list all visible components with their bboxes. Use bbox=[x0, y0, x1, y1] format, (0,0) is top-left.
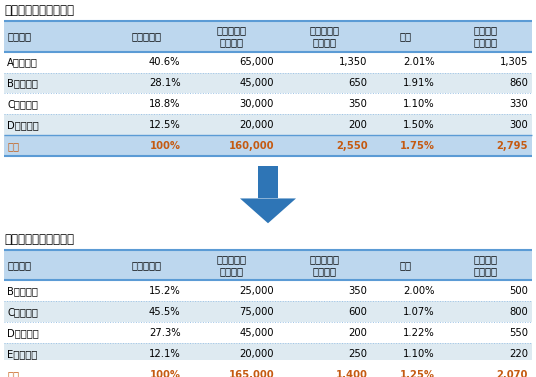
Text: 1.07%: 1.07% bbox=[403, 307, 435, 317]
Text: 金利: 金利 bbox=[399, 31, 411, 41]
Text: B金融機関: B金融機関 bbox=[7, 78, 38, 88]
Bar bbox=[4, 322, 532, 343]
Text: 1,350: 1,350 bbox=[339, 57, 368, 67]
Text: 45,000: 45,000 bbox=[240, 328, 274, 338]
Text: A金融機関: A金融機関 bbox=[7, 57, 38, 67]
Text: 28.1%: 28.1% bbox=[149, 78, 181, 88]
Text: 金融機関: 金融機関 bbox=[7, 260, 31, 270]
Text: 2,550: 2,550 bbox=[336, 141, 368, 151]
Text: B金融機関: B金融機関 bbox=[7, 286, 38, 296]
Bar bbox=[4, 280, 532, 302]
Text: 1,305: 1,305 bbox=[500, 57, 528, 67]
Text: 実行前（金融機関別）: 実行前（金融機関別） bbox=[4, 4, 74, 17]
Text: 550: 550 bbox=[509, 328, 528, 338]
Text: 12.1%: 12.1% bbox=[148, 349, 181, 359]
Text: 30,000: 30,000 bbox=[240, 99, 274, 109]
Bar bbox=[4, 21, 532, 52]
Bar bbox=[4, 250, 532, 280]
Bar bbox=[4, 93, 532, 115]
Polygon shape bbox=[240, 198, 296, 223]
Text: 2,070: 2,070 bbox=[497, 370, 528, 377]
Text: 300: 300 bbox=[509, 120, 528, 130]
Bar bbox=[4, 115, 532, 135]
Text: 2.00%: 2.00% bbox=[403, 286, 435, 296]
Text: 1.75%: 1.75% bbox=[399, 141, 435, 151]
Bar bbox=[4, 72, 532, 93]
Text: 65,000: 65,000 bbox=[240, 57, 274, 67]
Text: 1.91%: 1.91% bbox=[403, 78, 435, 88]
Bar bbox=[4, 343, 532, 365]
Text: 25,000: 25,000 bbox=[240, 286, 274, 296]
Text: 220: 220 bbox=[509, 349, 528, 359]
Text: 165,000: 165,000 bbox=[228, 370, 274, 377]
Text: 100%: 100% bbox=[150, 141, 181, 151]
Text: 元金返済額
（千円）: 元金返済額 （千円） bbox=[310, 26, 340, 47]
Text: 2,795: 2,795 bbox=[496, 141, 528, 151]
Text: 金利: 金利 bbox=[399, 260, 411, 270]
Text: 330: 330 bbox=[509, 99, 528, 109]
Text: 45,000: 45,000 bbox=[240, 78, 274, 88]
Text: 40.6%: 40.6% bbox=[149, 57, 181, 67]
Text: 1,400: 1,400 bbox=[336, 370, 368, 377]
Text: 残高シェア: 残高シェア bbox=[131, 31, 161, 41]
Text: 合計: 合計 bbox=[7, 370, 19, 377]
Text: 20,000: 20,000 bbox=[240, 120, 274, 130]
Bar bbox=[4, 52, 532, 72]
Text: 1.50%: 1.50% bbox=[403, 120, 435, 130]
Text: 1.10%: 1.10% bbox=[403, 99, 435, 109]
Text: C金融機関: C金融機関 bbox=[7, 99, 38, 109]
Text: E金融機関: E金融機関 bbox=[7, 349, 37, 359]
Bar bbox=[4, 365, 532, 377]
Text: D金融機関: D金融機関 bbox=[7, 328, 39, 338]
Text: 650: 650 bbox=[348, 78, 368, 88]
Text: 100%: 100% bbox=[150, 370, 181, 377]
Text: 600: 600 bbox=[349, 307, 368, 317]
Text: 合計: 合計 bbox=[7, 141, 19, 151]
Text: 1.25%: 1.25% bbox=[399, 370, 435, 377]
Bar bbox=[4, 135, 532, 156]
Text: 実行後（金融機関別）: 実行後（金融機関別） bbox=[4, 233, 74, 246]
Text: 160,000: 160,000 bbox=[228, 141, 274, 151]
Bar bbox=[4, 302, 532, 322]
Text: 20,000: 20,000 bbox=[240, 349, 274, 359]
Text: 800: 800 bbox=[509, 307, 528, 317]
Text: 残高シェア: 残高シェア bbox=[131, 260, 161, 270]
Text: 45.5%: 45.5% bbox=[149, 307, 181, 317]
Text: 350: 350 bbox=[349, 99, 368, 109]
Text: C金融機関: C金融機関 bbox=[7, 307, 38, 317]
Text: 200: 200 bbox=[349, 120, 368, 130]
Text: 860: 860 bbox=[509, 78, 528, 88]
Text: 借入金残高
（千円）: 借入金残高 （千円） bbox=[216, 254, 246, 276]
Text: 500: 500 bbox=[509, 286, 528, 296]
Text: 支払利息
（千円）: 支払利息 （千円） bbox=[473, 26, 497, 47]
Text: 75,000: 75,000 bbox=[240, 307, 274, 317]
Text: 支払利息
（千円）: 支払利息 （千円） bbox=[473, 254, 497, 276]
Text: 200: 200 bbox=[349, 328, 368, 338]
Text: 金融機関: 金融機関 bbox=[7, 31, 31, 41]
Text: 350: 350 bbox=[349, 286, 368, 296]
Text: 15.2%: 15.2% bbox=[148, 286, 181, 296]
Text: 18.8%: 18.8% bbox=[149, 99, 181, 109]
Text: 元金返済額
（千円）: 元金返済額 （千円） bbox=[310, 254, 340, 276]
Bar bbox=[258, 166, 278, 198]
Text: 250: 250 bbox=[348, 349, 368, 359]
Text: 1.22%: 1.22% bbox=[403, 328, 435, 338]
Text: 2.01%: 2.01% bbox=[403, 57, 435, 67]
Text: 12.5%: 12.5% bbox=[148, 120, 181, 130]
Text: 1.10%: 1.10% bbox=[403, 349, 435, 359]
Text: 27.3%: 27.3% bbox=[149, 328, 181, 338]
Text: 借入金残高
（千円）: 借入金残高 （千円） bbox=[216, 26, 246, 47]
Text: D金融機関: D金融機関 bbox=[7, 120, 39, 130]
